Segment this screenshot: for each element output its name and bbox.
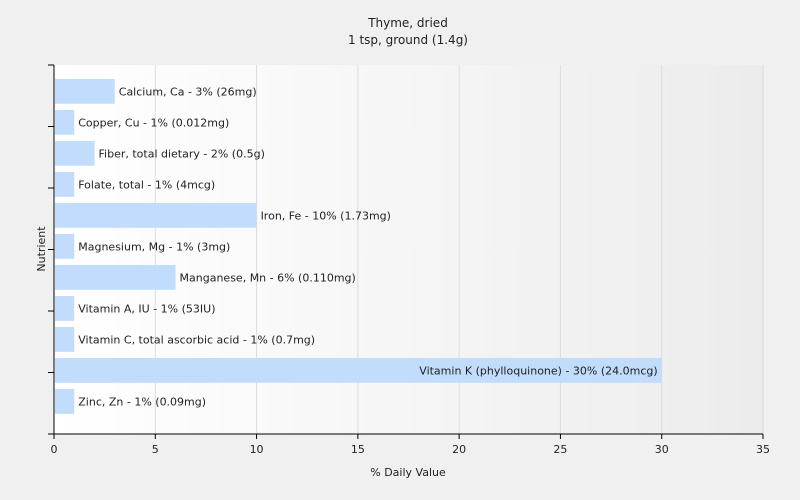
bar-label: Vitamin C, total ascorbic acid - 1% (0.7…	[78, 333, 315, 346]
bar	[55, 233, 75, 259]
bar	[55, 140, 95, 166]
axes: 0 5 10 15 20 25 30 35	[48, 64, 770, 456]
bar-label: Magnesium, Mg - 1% (3mg)	[78, 240, 230, 253]
x-tick-label: 25	[553, 443, 567, 456]
bar-label: Calcium, Ca - 3% (26mg)	[119, 85, 257, 98]
x-axis-label: % Daily Value	[370, 466, 446, 479]
chart-title: Thyme, dried	[367, 16, 448, 30]
bar	[55, 358, 662, 383]
bar	[55, 202, 257, 228]
bar	[55, 265, 176, 290]
x-tick-label: 35	[756, 443, 770, 456]
chart-subtitle: 1 tsp, ground (1.4g)	[348, 33, 468, 47]
x-tick-label: 10	[250, 443, 264, 456]
bar	[55, 109, 75, 135]
bar	[55, 296, 75, 321]
x-tick-label: 20	[452, 443, 466, 456]
bar-label: Copper, Cu - 1% (0.012mg)	[78, 116, 229, 129]
x-tick-label: 0	[51, 443, 58, 456]
bars: Calcium, Ca - 3% (26mg) Copper, Cu - 1% (…	[55, 78, 662, 414]
bar-label: Vitamin A, IU - 1% (53IU)	[78, 302, 215, 315]
y-axis-label: Nutrient	[35, 226, 48, 272]
x-tick-label: 30	[655, 443, 669, 456]
x-tick-label: 15	[351, 443, 365, 456]
bar-label: Fiber, total dietary - 2% (0.5g)	[99, 147, 265, 160]
bar	[55, 327, 75, 352]
bar-label: Manganese, Mn - 6% (0.110mg)	[180, 271, 356, 284]
x-tick-label: 5	[152, 443, 159, 456]
bar	[55, 389, 75, 414]
bar-label: Vitamin K (phylloquinone) - 30% (24.0mcg…	[419, 364, 657, 377]
bar	[55, 78, 115, 104]
bar-label: Folate, total - 1% (4mcg)	[78, 178, 215, 191]
bar-label: Zinc, Zn - 1% (0.09mg)	[78, 395, 206, 408]
bar-label: Iron, Fe - 10% (1.73mg)	[261, 209, 391, 222]
bar	[55, 171, 75, 197]
